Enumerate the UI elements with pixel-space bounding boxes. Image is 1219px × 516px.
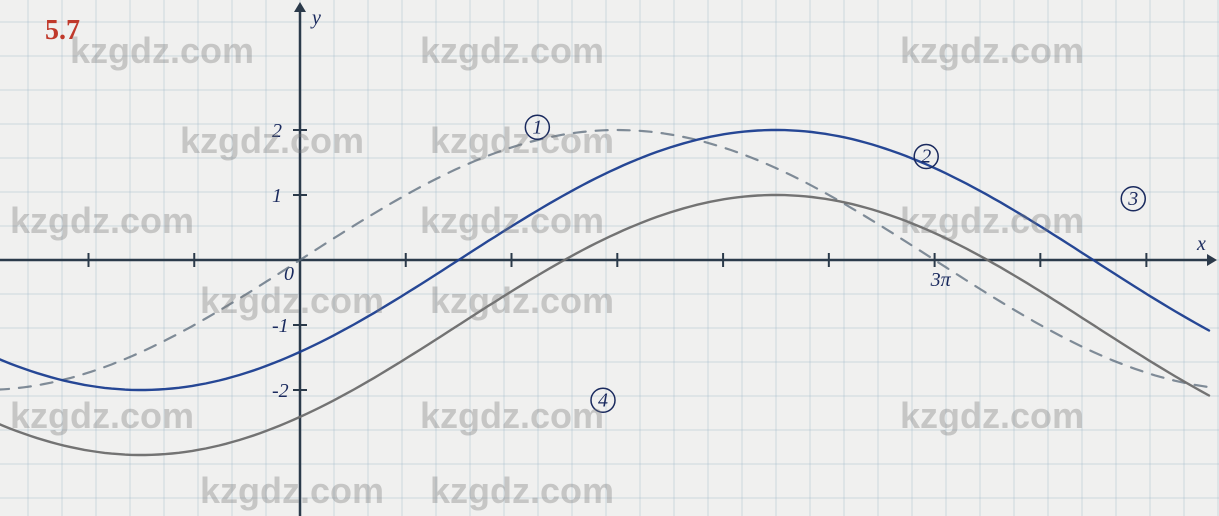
- curve-label-3: 3: [1127, 188, 1138, 210]
- problem-number: 5.7: [45, 15, 80, 47]
- y-axis-label: y: [310, 7, 321, 29]
- chart-root: 5.7 3π-2-1120yx 1234 kzgdz.comkzgdz.comk…: [0, 0, 1219, 516]
- y-tick-label: 1: [272, 185, 282, 207]
- labels-layer: 1 2 3 4: [525, 115, 1145, 412]
- plot-svg: 3π -2 -1 1 2 0 y x 1 2 3 4: [0, 0, 1219, 516]
- grid-layer: [0, 0, 1219, 516]
- y-tick-label: -1: [272, 315, 289, 337]
- x-tick-label: 3π: [930, 269, 952, 291]
- y-tick-label: -2: [272, 380, 289, 402]
- y-tick-label: 2: [272, 120, 282, 142]
- curve-label-1: 1: [532, 116, 542, 138]
- curve-label-4: 4: [598, 389, 608, 411]
- origin-label: 0: [284, 263, 294, 285]
- curve-3: [0, 195, 1209, 455]
- curve-label-2: 2: [921, 146, 931, 168]
- axes-layer: 3π -2 -1 1 2 0 y x: [0, 2, 1217, 516]
- x-axis-label: x: [1196, 233, 1206, 255]
